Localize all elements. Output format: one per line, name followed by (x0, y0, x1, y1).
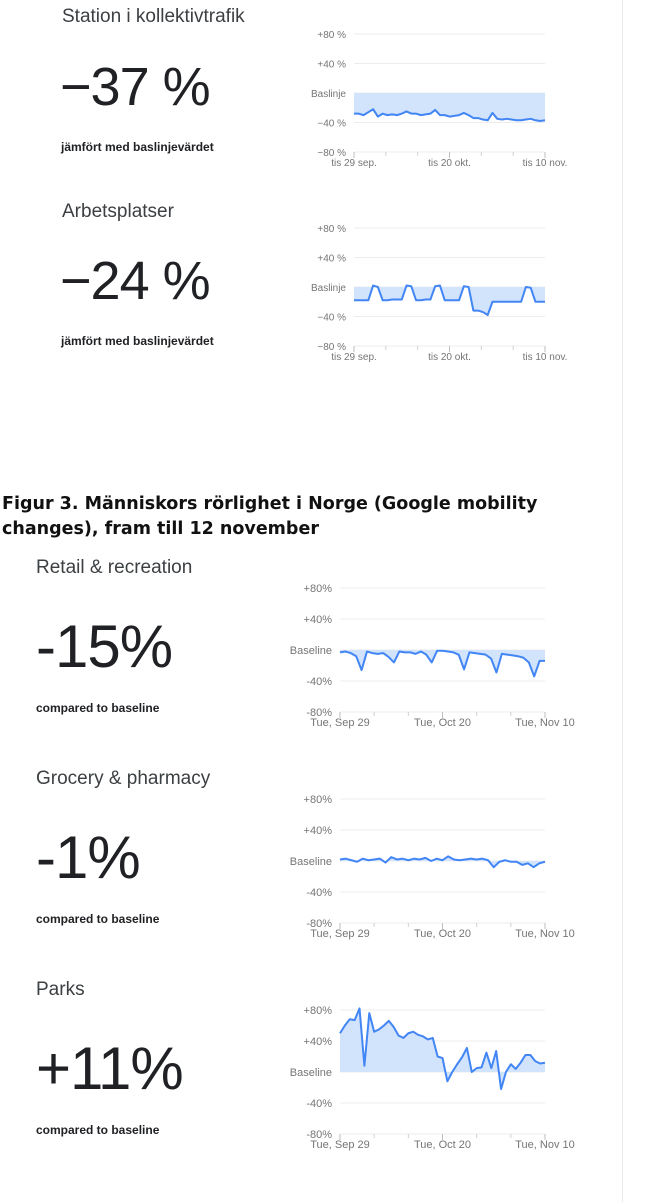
y-tick-label: Baseline (290, 645, 332, 657)
y-tick-label: +40 % (317, 60, 346, 71)
change-subtitle: compared to baseline (36, 1123, 160, 1137)
y-tick-label: +40 % (317, 254, 346, 265)
x-tick-label: tis 20 okt. (428, 158, 471, 169)
y-tick-label: Baseline (290, 1067, 332, 1079)
y-tick-label: Baslinje (311, 283, 346, 294)
series-line (339, 855, 546, 869)
change-subtitle: jämfört med baslinjevärdet (61, 334, 214, 348)
card-title: Arbetsplatser (62, 201, 174, 222)
y-tick-label: −40 % (317, 119, 346, 130)
y-tick-label: −80 % (317, 342, 346, 353)
line-chart: +80 % +40 % Baslinje −40 % −80 %tis 29 sep. t… (311, 224, 568, 363)
x-tick-label: Tue, Sep 29 (310, 1139, 370, 1151)
change-value: -15% (36, 613, 173, 680)
y-tick-label: +80 % (317, 30, 346, 41)
x-tick-label: tis 29 sep. (331, 158, 377, 169)
x-tick-label: Tue, Oct 20 (414, 717, 471, 729)
series-area (340, 1008, 545, 1090)
x-tick-label: tis 20 okt. (428, 352, 471, 363)
y-tick-label: -40% (306, 887, 332, 899)
series-area (340, 856, 545, 868)
x-tick-label: Tue, Oct 20 (414, 1139, 471, 1151)
y-tick-label: −40 % (317, 313, 346, 324)
change-subtitle: compared to baseline (36, 701, 160, 715)
y-tick-label: +80% (304, 794, 333, 806)
change-value: −37 % (60, 57, 211, 117)
series-area (354, 93, 545, 122)
x-tick-label: tis 29 sep. (331, 352, 377, 363)
line-chart: +80% +40% Baseline -40% -80%Tue, Sep 29 Tue, … (290, 794, 575, 940)
series-line (354, 284, 545, 317)
card-title: Retail & recreation (36, 557, 193, 578)
y-tick-label: Baseline (290, 856, 332, 868)
x-tick-label: Tue, Sep 29 (310, 928, 370, 940)
y-tick-label: +80 % (317, 224, 346, 235)
change-subtitle: jämfört med baslinjevärdet (61, 140, 214, 154)
x-tick-label: tis 10 nov. (523, 352, 568, 363)
x-tick-label: Tue, Nov 10 (515, 928, 575, 940)
change-value: −24 % (60, 251, 211, 311)
y-tick-label: +40% (304, 1036, 333, 1048)
y-tick-label: +80% (304, 583, 333, 595)
y-tick-label: −80 % (317, 148, 346, 159)
y-tick-label: -80% (306, 918, 332, 930)
change-value: -1% (36, 824, 141, 891)
change-subtitle: compared to baseline (36, 912, 160, 926)
series-line (339, 1007, 546, 1091)
y-tick-label: +80% (304, 1005, 333, 1017)
card-title: Grocery & pharmacy (36, 768, 211, 789)
change-value: +11% (36, 1035, 184, 1102)
page-edge (622, 0, 623, 1202)
y-tick-label: -80% (306, 1129, 332, 1141)
series-line (354, 108, 546, 123)
x-tick-label: Tue, Oct 20 (414, 928, 471, 940)
x-tick-label: Tue, Nov 10 (515, 1139, 575, 1151)
y-tick-label: Baslinje (311, 89, 346, 100)
line-chart: +80% +40% Baseline -40% -80%Tue, Sep 29 Tue, … (290, 583, 575, 729)
series-area (340, 650, 545, 677)
y-tick-label: -80% (306, 707, 332, 719)
y-tick-label: -40% (306, 676, 332, 688)
x-tick-label: tis 10 nov. (523, 158, 568, 169)
card-title: Parks (36, 979, 85, 1000)
line-chart: +80% +40% Baseline -40% -80%Tue, Sep 29 Tue, … (290, 1005, 575, 1151)
card-title: Station i kollektivtrafik (62, 6, 245, 27)
y-tick-label: +40% (304, 614, 333, 626)
y-tick-label: +40% (304, 825, 333, 837)
x-tick-label: Tue, Sep 29 (310, 717, 370, 729)
figure-caption: Figur 3. Människors rörlighet i Norge (G… (2, 494, 538, 539)
series-line (339, 649, 545, 678)
y-tick-label: -40% (306, 1098, 332, 1110)
x-tick-label: Tue, Nov 10 (515, 717, 575, 729)
line-chart: +80 % +40 % Baslinje −40 % −80 %tis 29 sep. t… (311, 30, 568, 169)
